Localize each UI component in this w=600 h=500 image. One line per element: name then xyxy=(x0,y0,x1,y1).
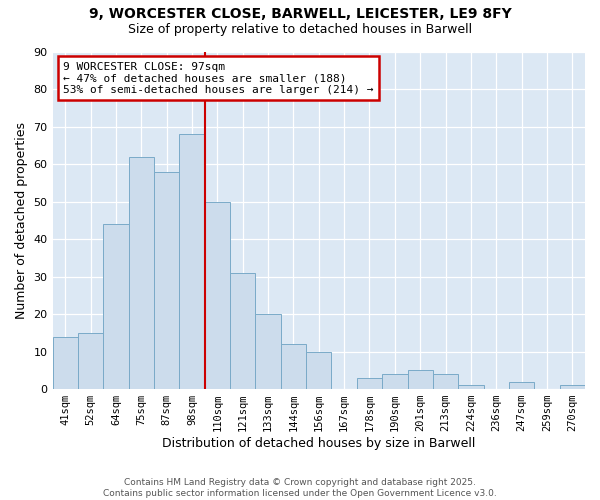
Bar xyxy=(230,273,256,389)
Bar xyxy=(281,344,306,389)
Bar xyxy=(205,202,230,389)
Bar xyxy=(357,378,382,389)
Text: Contains HM Land Registry data © Crown copyright and database right 2025.
Contai: Contains HM Land Registry data © Crown c… xyxy=(103,478,497,498)
Bar xyxy=(179,134,205,389)
Bar xyxy=(458,386,484,389)
Bar xyxy=(382,374,407,389)
Bar xyxy=(128,156,154,389)
Bar xyxy=(53,336,78,389)
Text: Size of property relative to detached houses in Barwell: Size of property relative to detached ho… xyxy=(128,22,472,36)
Bar xyxy=(78,333,103,389)
Bar xyxy=(509,382,534,389)
Bar xyxy=(154,172,179,389)
X-axis label: Distribution of detached houses by size in Barwell: Distribution of detached houses by size … xyxy=(162,437,475,450)
Y-axis label: Number of detached properties: Number of detached properties xyxy=(15,122,28,319)
Text: 9, WORCESTER CLOSE, BARWELL, LEICESTER, LE9 8FY: 9, WORCESTER CLOSE, BARWELL, LEICESTER, … xyxy=(89,8,511,22)
Bar xyxy=(306,352,331,389)
Bar xyxy=(256,314,281,389)
Bar xyxy=(560,386,585,389)
Bar xyxy=(407,370,433,389)
Bar xyxy=(103,224,128,389)
Text: 9 WORCESTER CLOSE: 97sqm
← 47% of detached houses are smaller (188)
53% of semi-: 9 WORCESTER CLOSE: 97sqm ← 47% of detach… xyxy=(63,62,374,95)
Bar xyxy=(433,374,458,389)
